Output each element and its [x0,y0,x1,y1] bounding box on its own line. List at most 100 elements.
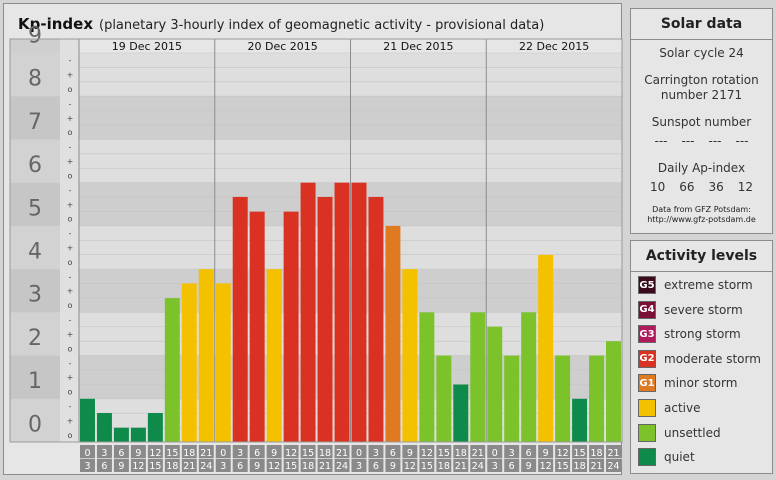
day-label: 22 Dec 2015 [519,40,589,53]
kp-bar [113,427,129,442]
activity-level-swatch: G3 [638,325,656,344]
interval-end-label: 6 [101,461,107,472]
kp-bar [538,254,554,442]
interval-start-label: 3 [237,448,243,459]
interval-end-label: 18 [438,461,450,472]
chart-subtitle: (planetary 3-hourly index of geomagnetic… [99,18,545,33]
interval-end-label: 3 [220,461,226,472]
ap-value: 66 [679,180,695,194]
interval-end-label: 21 [183,461,195,472]
interval-end-label: 24 [607,461,619,472]
y-minor-tick-label: - [69,99,72,108]
interval-start-label: 12 [421,448,433,459]
y-minor-tick-label: - [69,316,72,325]
activity-level-label: strong storm [664,327,741,342]
activity-level-label: quiet [664,450,695,465]
sunspot-values: --- --- --- --- [631,134,772,149]
sunspot-value: --- [681,134,695,148]
day-label: 19 Dec 2015 [112,40,182,53]
kp-bar [266,269,282,442]
interval-start-label: 18 [183,448,195,459]
kp-bar [555,355,571,442]
kp-bar [402,269,418,442]
sunspot-value: --- [708,134,722,148]
y-minor-tick-label: + [67,373,74,382]
ap-value: 12 [737,180,754,194]
activity-level-item: G1 minor storm [638,373,737,393]
interval-end-label: 21 [591,461,603,472]
chart-title: Kp-index (planetary 3-hourly index of geo… [18,15,544,35]
interval-end-label: 15 [149,461,161,472]
interval-end-label: 3 [492,461,498,472]
y-minor-tick-label: - [69,359,72,368]
activity-level-swatch [638,448,656,467]
y-major-tick-label: 3 [28,283,42,308]
kp-bar [164,298,180,442]
source-link[interactable]: http://www.gfz-potsdam.de [647,215,756,224]
ap-value: 36 [708,180,724,194]
kp-bar [80,398,95,442]
interval-start-label: 18 [591,448,603,459]
activity-levels-panel: Activity levels G5 extreme storm G4 severe … [630,240,773,474]
y-axis-band [10,355,60,399]
interval-start-label: 21 [200,448,212,459]
carrington-line-2: number 2171 [660,88,743,102]
activity-level-item: G3 strong storm [638,324,741,344]
day-label: 21 Dec 2015 [383,40,453,53]
day-label: 20 Dec 2015 [247,40,317,53]
kp-bar [232,196,248,442]
ap-values: 10 66 36 12 [631,180,772,195]
kp-bar [249,211,265,442]
interval-end-label: 12 [540,461,552,472]
activity-level-swatch [638,423,656,442]
y-major-tick-label: 5 [28,196,42,221]
y-major-tick-label: 7 [28,110,42,135]
y-minor-tick-label: - [69,229,72,238]
y-major-tick-label: 8 [28,67,42,92]
activity-level-swatch [638,399,656,417]
kp-bar [487,326,503,442]
kp-bar [572,398,588,442]
interval-start-label: 15 [166,448,178,459]
y-minor-tick-label: o [68,215,73,224]
interval-end-label: 15 [421,461,433,472]
y-minor-tick-label: - [69,272,72,281]
y-minor-tick-label: + [67,200,74,209]
interval-start-label: 9 [543,448,549,459]
y-minor-tick-label: + [67,287,74,296]
y-minor-tick-label: o [68,171,73,180]
solar-data-panel: Solar data Solar cycle 24 Carrington rot… [630,8,773,234]
interval-start-label: 0 [220,448,226,459]
activity-level-item: active [638,398,700,418]
interval-start-label: 9 [135,448,141,459]
interval-end-label: 6 [373,461,379,472]
sunspot-value: --- [654,134,668,148]
source-note: Data from GFZ Potsdam: [652,205,751,214]
kp-bar [521,312,537,442]
y-minor-tick-label: + [67,71,74,80]
kp-bar [96,413,112,442]
interval-start-label: 12 [285,448,297,459]
y-major-tick-label: 6 [28,153,42,178]
interval-start-label: 3 [509,448,515,459]
interval-start-label: 21 [607,448,619,459]
activity-level-label: moderate storm [664,351,761,366]
interval-end-label: 3 [84,461,90,472]
y-minor-tick-label: - [69,402,72,411]
kp-bar [436,355,452,442]
y-minor-tick-label: + [67,114,74,123]
interval-end-label: 9 [118,461,124,472]
y-minor-tick-label: + [67,157,74,166]
y-axis-band [10,182,60,226]
activity-level-swatch: G1 [638,374,656,393]
interval-start-label: 15 [302,448,314,459]
interval-start-label: 9 [407,448,413,459]
y-minor-tick-label: + [67,330,74,339]
y-major-tick-label: 1 [28,369,42,394]
y-minor-tick-label: + [67,416,74,425]
kp-bar [385,225,401,442]
interval-end-label: 9 [254,461,260,472]
activity-level-label: active [664,401,701,415]
interval-start-label: 9 [271,448,277,459]
activity-level-item: quiet [638,447,695,467]
